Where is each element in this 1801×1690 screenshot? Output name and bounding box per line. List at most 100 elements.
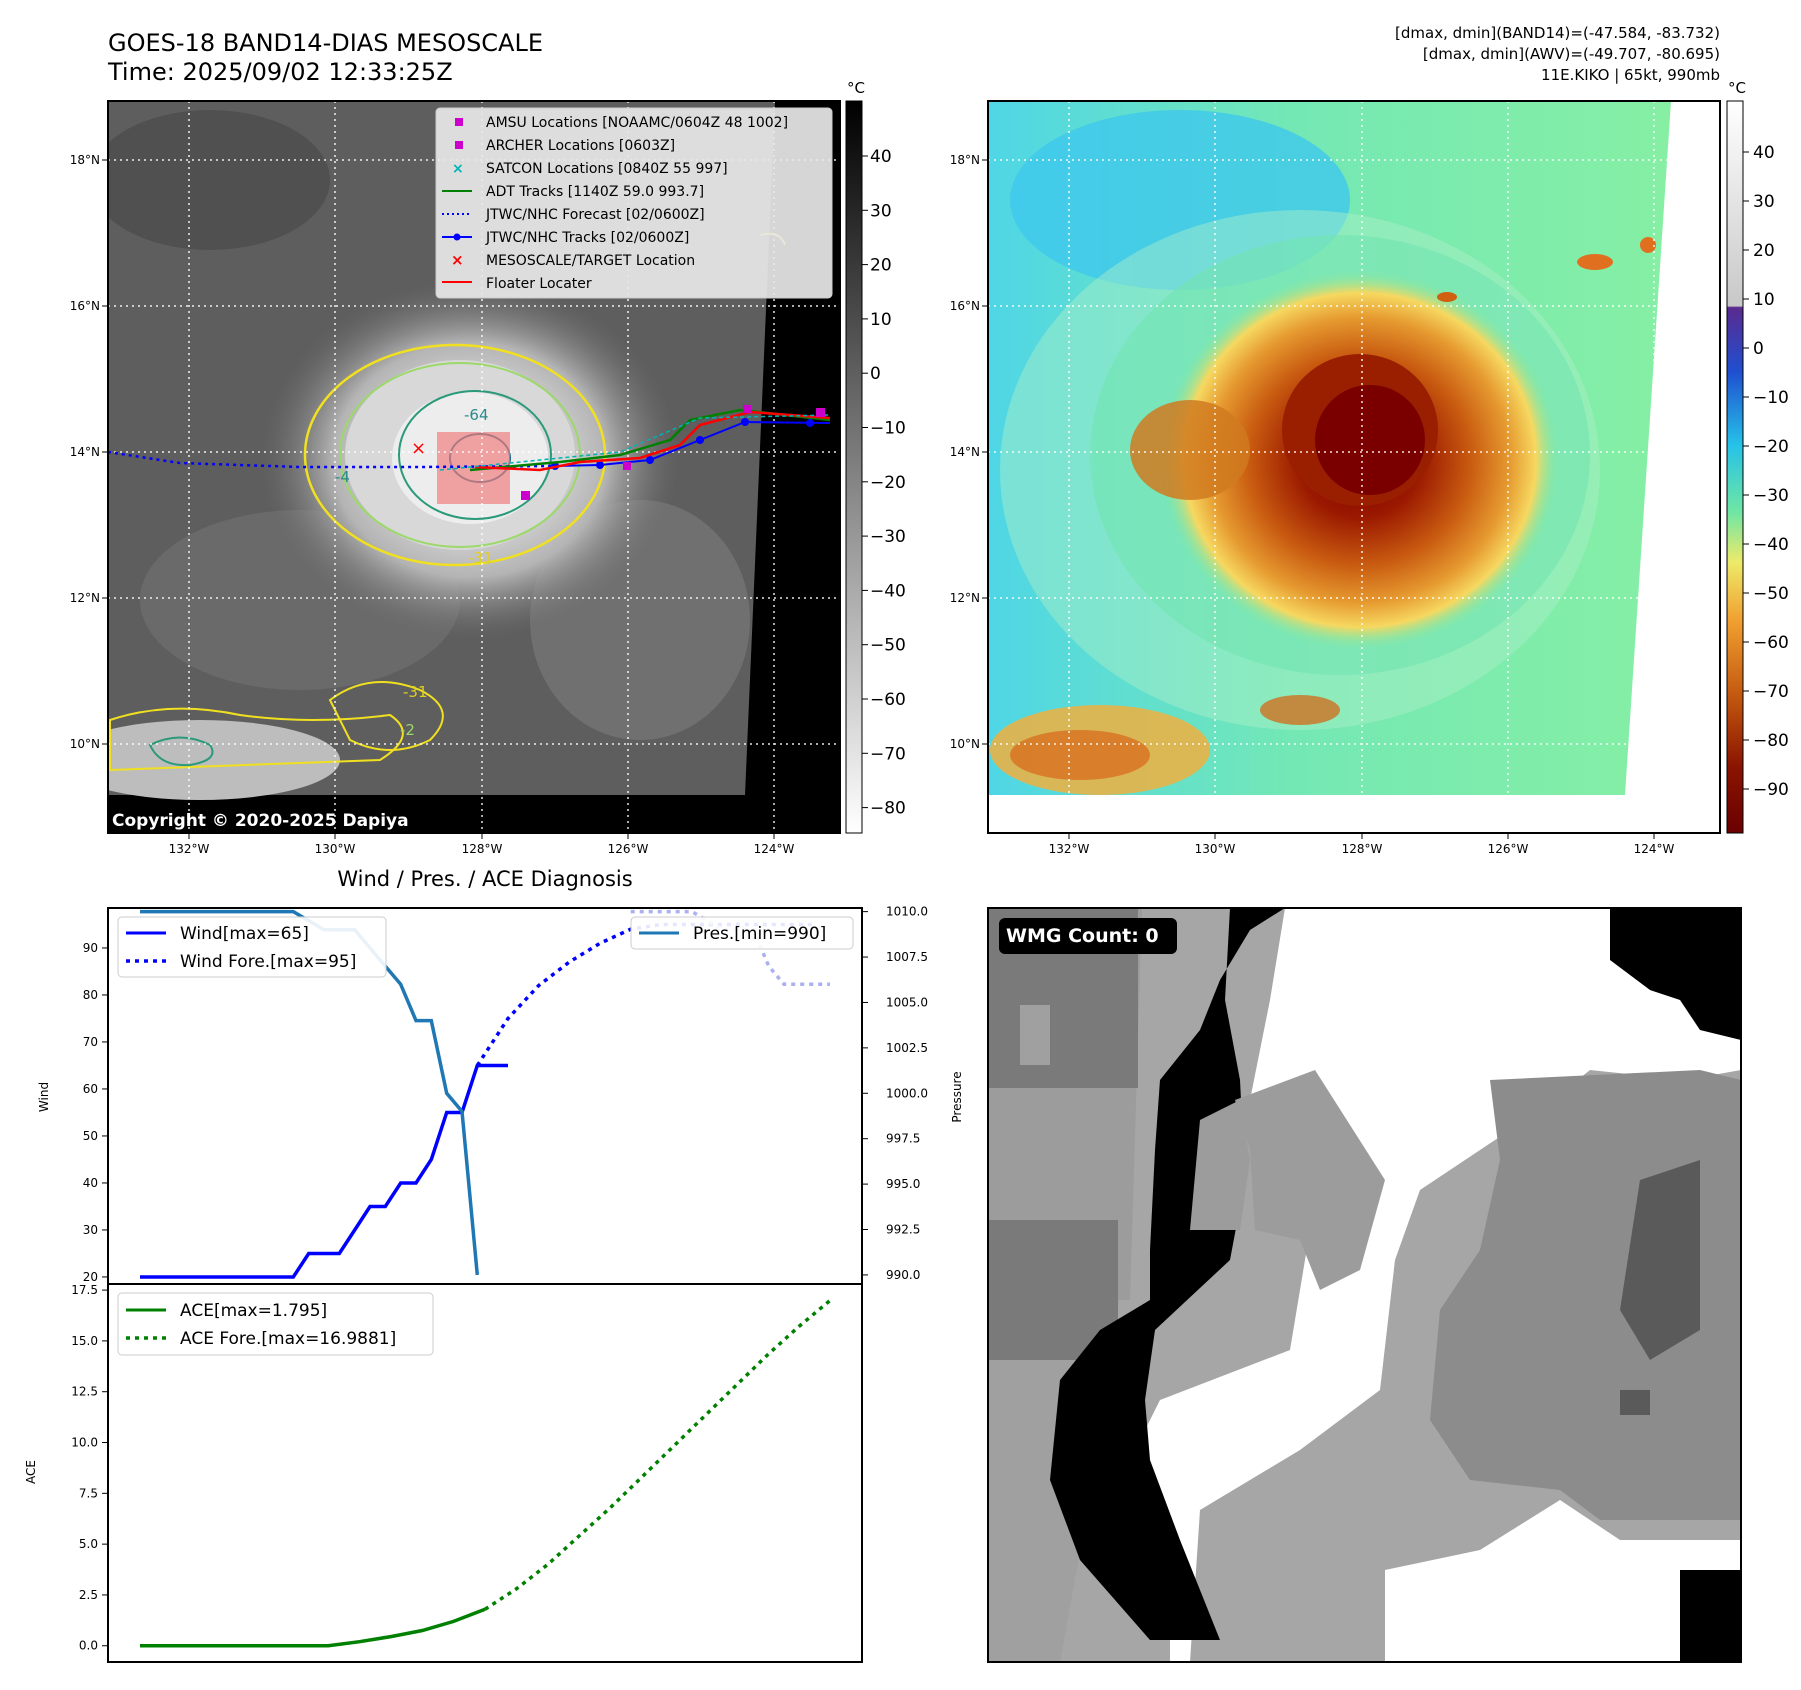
gray-cbar-tick-label: 10 — [870, 310, 892, 330]
color-cbar-tick-label: 0 — [1753, 339, 1764, 359]
wind-y2-tick-label: 990.0 — [886, 1268, 920, 1282]
wind-y-tick-label: 40 — [83, 1176, 98, 1190]
gray-cbar-tick-label: 40 — [870, 147, 892, 167]
map1-lat-label: 14°N — [70, 445, 100, 459]
wind-y2-tick-label: 997.5 — [886, 1132, 920, 1146]
contour-teal — [398, 390, 552, 520]
gray-cbar-tick-label: 30 — [870, 201, 892, 221]
legend-amsu-marker — [455, 118, 463, 126]
legend-satcon-marker: × — [452, 161, 464, 177]
pressure-legend-label: Pres.[min=990] — [693, 924, 826, 944]
color-cbar-tick-label: 20 — [1753, 241, 1775, 261]
ir-color-map — [987, 100, 1721, 834]
wind-y-tick-label: 50 — [83, 1129, 98, 1143]
wind-y-tick-label: 20 — [83, 1270, 98, 1284]
svg-text:×: × — [411, 438, 426, 459]
pressure-axis-label: Pressure — [950, 1071, 964, 1122]
map2-lat-label: 12°N — [950, 591, 980, 605]
wind-y-tick-label: 60 — [83, 1082, 98, 1096]
wind-y2-tick-label: 1002.5 — [886, 1041, 928, 1055]
gray-cbar-tick-label: −20 — [870, 473, 906, 493]
gray-cbar-tick-label: −40 — [870, 581, 906, 601]
map1-lon-label: 132°W — [169, 842, 210, 856]
diagnosis-title: Wind / Pres. / ACE Diagnosis — [337, 867, 632, 891]
legend-label-archer: ARCHER Locations [0603Z] — [486, 138, 675, 154]
map2-lat-label: 18°N — [950, 153, 980, 167]
contour-label-2: -31 — [468, 549, 493, 567]
map2-lon-label: 124°W — [1634, 842, 1675, 856]
legend-label-target: MESOSCALE/TARGET Location — [486, 253, 695, 269]
color-cbar-tick-label: −60 — [1753, 633, 1789, 653]
map2-lat-label: 16°N — [950, 299, 980, 313]
series-ace-max-line — [140, 1607, 486, 1648]
color-cbar-tick-label: 10 — [1753, 290, 1775, 310]
wind-y2-tick-label: 1010.0 — [886, 905, 928, 919]
adt-track — [469, 408, 831, 472]
jtwc-forecast-track — [108, 450, 556, 469]
map1-lon-label: 128°W — [462, 842, 503, 856]
info-line-2: [dmax, dmin](AWV)=(-49.707, -80.695) — [1423, 45, 1720, 63]
wind-y2-tick-label: 992.5 — [886, 1223, 920, 1237]
legend-label-jtwc: JTWC/NHC Tracks [02/0600Z] — [485, 230, 689, 246]
series-wind-max-line — [140, 1063, 508, 1279]
legend-archer-marker — [455, 141, 463, 149]
contour-lightgreen — [339, 362, 581, 548]
map1-lon-label: 130°W — [315, 842, 356, 856]
map2-lon-label: 130°W — [1195, 842, 1236, 856]
map2-lon-label: 126°W — [1488, 842, 1529, 856]
ace-chart: 0.0 2.5 5.0 7.5 10.0 12.5 15.0 17.5 ACE ACE[max… — [24, 1283, 863, 1663]
wind-y-tick-label: 80 — [83, 988, 98, 1002]
gray-cbar-tick-label: −30 — [870, 527, 906, 547]
gray-cbar-unit: °C — [847, 79, 865, 97]
ace-y-tick-label: 12.5 — [71, 1385, 98, 1399]
gray-cbar-tick-label: −10 — [870, 419, 906, 439]
ace-y-tick-label: 15.0 — [71, 1334, 98, 1348]
map1-lon-label: 126°W — [608, 842, 649, 856]
contour-label-5: -2 — [400, 721, 415, 739]
legend-label-forecast: JTWC/NHC Forecast [02/0600Z] — [485, 207, 705, 223]
wind-legend-label: Wind[max=65] — [180, 924, 309, 944]
color-cbar-tick-label: 30 — [1753, 192, 1775, 212]
map-legend: × × AMSU Locations [NOAAMC/0604Z 48 1002… — [435, 107, 833, 299]
ace-legend — [117, 1292, 434, 1356]
wind-y2-tick-label: 1007.5 — [886, 950, 928, 964]
ace-legend-label: ACE[max=1.795] — [180, 1301, 327, 1321]
map1-lat-label: 18°N — [70, 153, 100, 167]
map2-lat-label: 14°N — [950, 445, 980, 459]
legend-label-amsu: AMSU Locations [NOAAMC/0604Z 48 1002] — [486, 115, 788, 131]
ace-y-tick-label: 5.0 — [79, 1537, 98, 1551]
wmg-panel: WMG Count: 0 — [987, 907, 1742, 1663]
wind-axis-label: Wind — [37, 1082, 51, 1112]
wind-legend — [117, 916, 387, 978]
title-line-1: GOES-18 BAND14-DIAS MESOSCALE — [108, 29, 543, 57]
ace-y-tick-label: 10.0 — [71, 1436, 98, 1450]
ace-y-tick-label: 0.0 — [79, 1639, 98, 1653]
map1-lat-label: 10°N — [70, 737, 100, 751]
ace-y-tick-label: 17.5 — [71, 1283, 98, 1297]
gray-cbar-tick-label: 20 — [870, 256, 892, 276]
wind-y-tick-label: 70 — [83, 1035, 98, 1049]
series-ace-fore-max-line — [484, 1299, 832, 1611]
contour-yellow — [303, 343, 607, 567]
ace-fore-legend-label: ACE Fore.[max=16.9881] — [180, 1329, 396, 1349]
gray-cbar-tick-label: −50 — [870, 636, 906, 656]
map2-lon-label: 128°W — [1342, 842, 1383, 856]
contour-label-4: -4 — [335, 468, 350, 486]
map1-lat-label: 16°N — [70, 299, 100, 313]
contour-label-3: -31 — [403, 683, 428, 701]
gray-cbar-tick-label: −80 — [870, 799, 906, 819]
color-cbar-tick-label: 40 — [1753, 143, 1775, 163]
ace-y-tick-label: 7.5 — [79, 1486, 98, 1500]
floater-track — [474, 410, 831, 472]
color-cbar-tick-label: −80 — [1753, 731, 1789, 751]
wind-y-tick-label: 30 — [83, 1223, 98, 1237]
legend-label-floater: Floater Locater — [486, 276, 592, 292]
color-cbar-tick-label: −30 — [1753, 486, 1789, 506]
title-line-2: Time: 2025/09/02 12:33:25Z — [107, 58, 453, 86]
color-cbar-tick-label: −20 — [1753, 437, 1789, 457]
wind-pressure-chart: 20 30 40 50 60 70 80 90 990.0 992.5 995.0 997.5 1000… — [37, 905, 964, 1285]
color-cbar-tick-label: −40 — [1753, 535, 1789, 555]
legend-label-adt: ADT Tracks [1140Z 59.0 993.7] — [486, 184, 704, 200]
wind-y2-tick-label: 995.0 — [886, 1177, 920, 1191]
